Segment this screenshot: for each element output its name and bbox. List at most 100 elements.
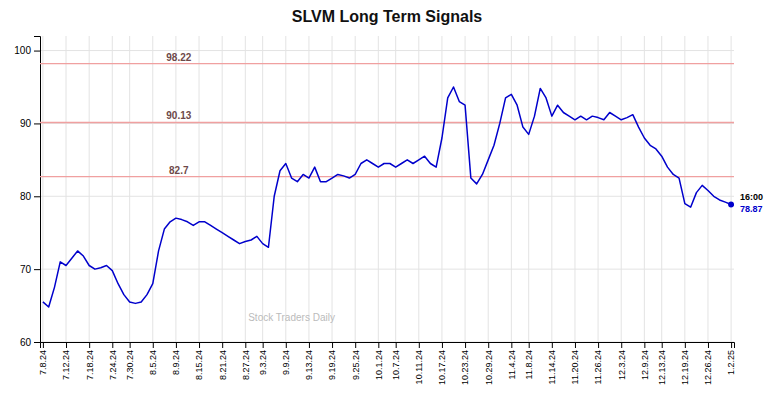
grid-line [112, 36, 113, 342]
grid-line [40, 196, 734, 197]
x-tick: 10.1.24 [374, 342, 384, 380]
x-tick-label: 11.14.24 [547, 350, 557, 384]
x-tick-label: 8.27.24 [241, 350, 251, 380]
y-tick-mark [34, 196, 40, 197]
x-tick-label: 8.9.24 [171, 350, 181, 375]
x-tick-mark [419, 342, 420, 348]
reference-label: 98.22 [166, 52, 191, 63]
x-tick: 12.19.24 [680, 342, 690, 385]
x-tick-mark [731, 342, 732, 348]
grid-line [40, 269, 734, 270]
y-tick: 80 [20, 191, 40, 202]
grid-line [395, 36, 396, 342]
grid-line [707, 36, 708, 342]
x-tick-label: 9.3.24 [258, 350, 268, 375]
x-tick: 9.19.24 [327, 342, 337, 380]
y-tick-label: 60 [20, 337, 32, 348]
x-tick-mark [465, 342, 466, 348]
x-tick: 11.20.24 [570, 342, 580, 384]
x-tick-label: 7.30.24 [125, 350, 135, 380]
y-tick-label: 90 [20, 118, 32, 129]
x-tick-label: 9.25.24 [351, 350, 361, 380]
reference-line [40, 122, 734, 123]
grid-line [598, 36, 599, 342]
last-value-label: 78.87 [740, 204, 763, 214]
grid-line [528, 36, 529, 342]
x-tick: 9.3.24 [258, 342, 268, 375]
x-tick-label: 10.1.24 [374, 350, 384, 380]
x-tick-mark [89, 342, 90, 348]
grid-line [199, 36, 200, 342]
grid-line [488, 36, 489, 342]
grid-line [40, 123, 734, 124]
grid-line [285, 36, 286, 342]
x-tick-mark [685, 342, 686, 348]
x-tick-label: 7.18.24 [85, 350, 95, 380]
x-tick-mark [263, 342, 264, 348]
x-tick-label: 12.19.24 [680, 350, 690, 385]
plot: 7.8.247.12.247.18.247.24.247.30.248.5.24… [14, 36, 763, 385]
grid-line [378, 36, 379, 342]
x-tick-label: 8.21.24 [218, 350, 228, 380]
x-tick-mark [708, 342, 709, 348]
x-axis-line [41, 343, 735, 349]
x-tick: 8.27.24 [241, 342, 251, 380]
x-tick-label: 1.2.25 [726, 350, 736, 375]
x-tick-label: 10.23.24 [460, 350, 470, 385]
grid-line [465, 36, 466, 342]
grid-line [308, 36, 309, 342]
x-tick-mark [378, 342, 379, 348]
x-tick-label: 12.9.24 [640, 350, 650, 380]
x-tick-mark [112, 342, 113, 348]
x-tick-mark [396, 342, 397, 348]
grid-line [245, 36, 246, 342]
x-tick-label: 9.13.24 [304, 350, 314, 380]
y-tick: 70 [20, 264, 40, 275]
x-tick: 11.26.24 [593, 342, 603, 384]
grid-line [66, 36, 67, 342]
x-tick-label: 12.13.24 [657, 350, 667, 385]
x-tick-label: 8.5.24 [148, 350, 158, 375]
line [43, 87, 731, 307]
grid-line [441, 36, 442, 342]
x-tick-mark [488, 342, 489, 348]
grid-line [418, 36, 419, 342]
grid-line [644, 36, 645, 342]
y-tick-mark [34, 123, 40, 124]
grid-line [574, 36, 575, 342]
y-tick: 100 [14, 45, 40, 56]
x-tick-label: 7.12.24 [61, 350, 71, 380]
grid-line [332, 36, 333, 342]
grid-line [129, 36, 130, 342]
x-tick-mark [442, 342, 443, 348]
x-tick: 7.8.24 [38, 342, 48, 375]
y-axis-line [34, 37, 41, 343]
grid-line [262, 36, 263, 342]
x-tick-label: 9.19.24 [327, 350, 337, 380]
x-tick: 11.8.24 [524, 342, 534, 379]
x-tick-label: 10.11.24 [414, 350, 424, 384]
x-tick: 7.12.24 [61, 342, 71, 380]
x-tick: 10.7.24 [391, 342, 401, 380]
x-tick-mark [153, 342, 154, 348]
grid-line [511, 36, 512, 342]
x-tick-mark [245, 342, 246, 348]
x-tick: 9.13.24 [304, 342, 314, 380]
x-tick: 8.21.24 [218, 342, 228, 380]
x-tick: 11.4.24 [507, 342, 517, 379]
x-tick-mark [598, 342, 599, 348]
x-tick: 7.30.24 [125, 342, 135, 380]
x-tick-mark [43, 342, 44, 348]
x-tick-mark [355, 342, 356, 348]
watermark: Stock Traders Daily [248, 312, 335, 323]
grid [40, 36, 734, 342]
x-tick-label: 12.3.24 [617, 350, 627, 380]
reference-line [40, 63, 734, 64]
x-tick-mark [644, 342, 645, 348]
x-tick-mark [199, 342, 200, 348]
x-axis: 7.8.247.12.247.18.247.24.247.30.248.5.24… [38, 342, 736, 385]
marks [40, 64, 734, 307]
reference-label: 82.7 [169, 165, 189, 176]
chart: 7.8.247.12.247.18.247.24.247.30.248.5.24… [0, 0, 784, 398]
title: SLVM Long Term Signals [292, 8, 483, 25]
